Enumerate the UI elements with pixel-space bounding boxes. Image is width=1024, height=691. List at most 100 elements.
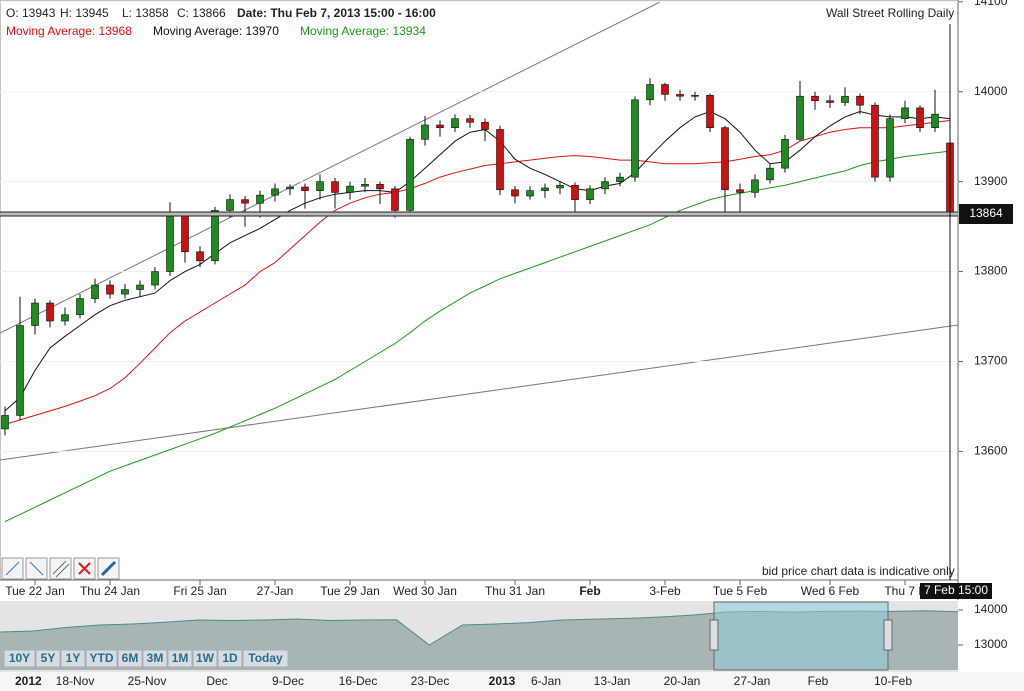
range-button[interactable] — [3, 649, 36, 668]
candle-body — [451, 118, 459, 128]
moving-average-line — [4, 150, 951, 523]
candle-body — [616, 176, 624, 182]
candle-body — [196, 251, 204, 262]
range-button-label: 1Y — [66, 651, 81, 665]
candle-body — [226, 199, 234, 211]
tool-icon — [55, 563, 70, 578]
range-button-label: 1D — [222, 651, 238, 665]
range-button[interactable] — [35, 649, 61, 668]
candle-body — [691, 95, 699, 97]
range-button-label: 10Y — [9, 651, 30, 665]
candle-body — [331, 181, 339, 193]
toolbar — [1, 557, 120, 580]
candle-body — [796, 95, 804, 140]
y-tick-label: 13800 — [974, 264, 1008, 278]
candle-body — [571, 184, 579, 200]
candle-body — [601, 181, 609, 190]
x-tick-label: 3-Feb — [649, 584, 681, 598]
navigator-axis-area — [958, 601, 1024, 672]
candle-body — [856, 95, 864, 106]
range-button[interactable] — [117, 649, 143, 668]
range-button-label: 6M — [122, 651, 139, 665]
y-tick-label: 13900 — [974, 174, 1008, 188]
navigator-handle[interactable] — [883, 619, 893, 651]
navigator-x-label: 23-Dec — [411, 674, 450, 688]
candle-body — [346, 185, 354, 193]
candle-body — [736, 189, 744, 193]
last-price-box — [959, 204, 1013, 225]
candle-body — [31, 302, 39, 326]
navigator-selection — [713, 601, 889, 671]
navigator-y-tick-label: 14000 — [974, 602, 1008, 616]
y-tick-label: 14100 — [974, 0, 1008, 8]
candle-body — [631, 99, 639, 178]
x-tick-label: 27-Jan — [257, 584, 294, 598]
candle-body — [811, 95, 819, 102]
disclaimer: bid price chart data is indicative only — [762, 564, 955, 578]
navigator-x-label: 25-Nov — [128, 674, 167, 688]
candle-body — [646, 84, 654, 101]
candle-body — [61, 314, 69, 322]
tool-icon — [29, 561, 44, 576]
range-button[interactable] — [217, 649, 243, 668]
candle-body — [391, 188, 399, 211]
candle-body — [511, 189, 519, 197]
candle-body — [436, 124, 444, 128]
x-tick-label: Wed 6 Feb — [801, 584, 860, 598]
header-ohlc: H: 13945 — [60, 6, 109, 20]
last-price-label: 13864 — [969, 206, 1003, 220]
candle-body — [256, 194, 264, 204]
navigator-x-label: 2013 — [489, 674, 516, 688]
tool-icon — [52, 560, 67, 575]
candle-body — [166, 215, 174, 272]
legend-entry: Moving Average: 13970 — [153, 24, 279, 38]
candle-body — [916, 107, 924, 128]
range-button[interactable] — [85, 649, 118, 668]
candle-body — [766, 167, 774, 181]
header-ohlc: C: 13866 — [177, 6, 226, 20]
range-button[interactable] — [167, 649, 193, 668]
candle-body — [871, 104, 879, 178]
last-price-band — [0, 212, 958, 217]
x-tick-label: Wed 30 Jan — [393, 584, 457, 598]
x-tick-label: Feb — [579, 584, 600, 598]
navigator-handle[interactable] — [709, 619, 719, 651]
candle-body — [181, 215, 189, 253]
y-tick-label: 13700 — [974, 354, 1008, 368]
y-tick-label: 13600 — [974, 444, 1008, 458]
legend-entry: Moving Average: 13934 — [300, 24, 426, 38]
cursor-label: 7 Feb 15:00 — [924, 583, 988, 597]
range-button[interactable] — [242, 649, 289, 668]
navigator-x-label: 13-Jan — [594, 674, 631, 688]
candle-body — [466, 118, 474, 123]
range-button[interactable] — [192, 649, 218, 668]
candle-body — [901, 107, 909, 119]
x-tick-label: Thu 24 Jan — [80, 584, 140, 598]
range-button[interactable] — [60, 649, 86, 668]
candle-body — [751, 179, 759, 193]
legend-entry: Moving Average: 13968 — [6, 24, 132, 38]
trend-line — [0, 1, 661, 334]
candle-body — [136, 284, 144, 290]
range-button-label: 1M — [172, 651, 189, 665]
range-button[interactable] — [142, 649, 168, 668]
navigator-x-label: 10-Feb — [874, 674, 912, 688]
candle-body — [16, 325, 24, 416]
candle-body — [706, 95, 714, 128]
candle-body — [361, 184, 369, 187]
range-button-label: Today — [248, 651, 283, 665]
x-tick-label: Tue 29 Jan — [320, 584, 380, 598]
candle-body — [826, 100, 834, 103]
candle-body — [661, 84, 669, 95]
candle-body — [301, 186, 309, 191]
x-tick-label: Tue 22 Jan — [5, 584, 65, 598]
x-tick-label: Tue 5 Feb — [713, 584, 768, 598]
candle-body — [211, 210, 219, 262]
navigator-x-label: 18-Nov — [56, 674, 95, 688]
tool-icon — [78, 562, 91, 575]
candle-body — [121, 289, 129, 295]
candle-body — [781, 139, 789, 169]
tool-button[interactable] — [49, 557, 72, 580]
candle-body — [421, 124, 429, 140]
